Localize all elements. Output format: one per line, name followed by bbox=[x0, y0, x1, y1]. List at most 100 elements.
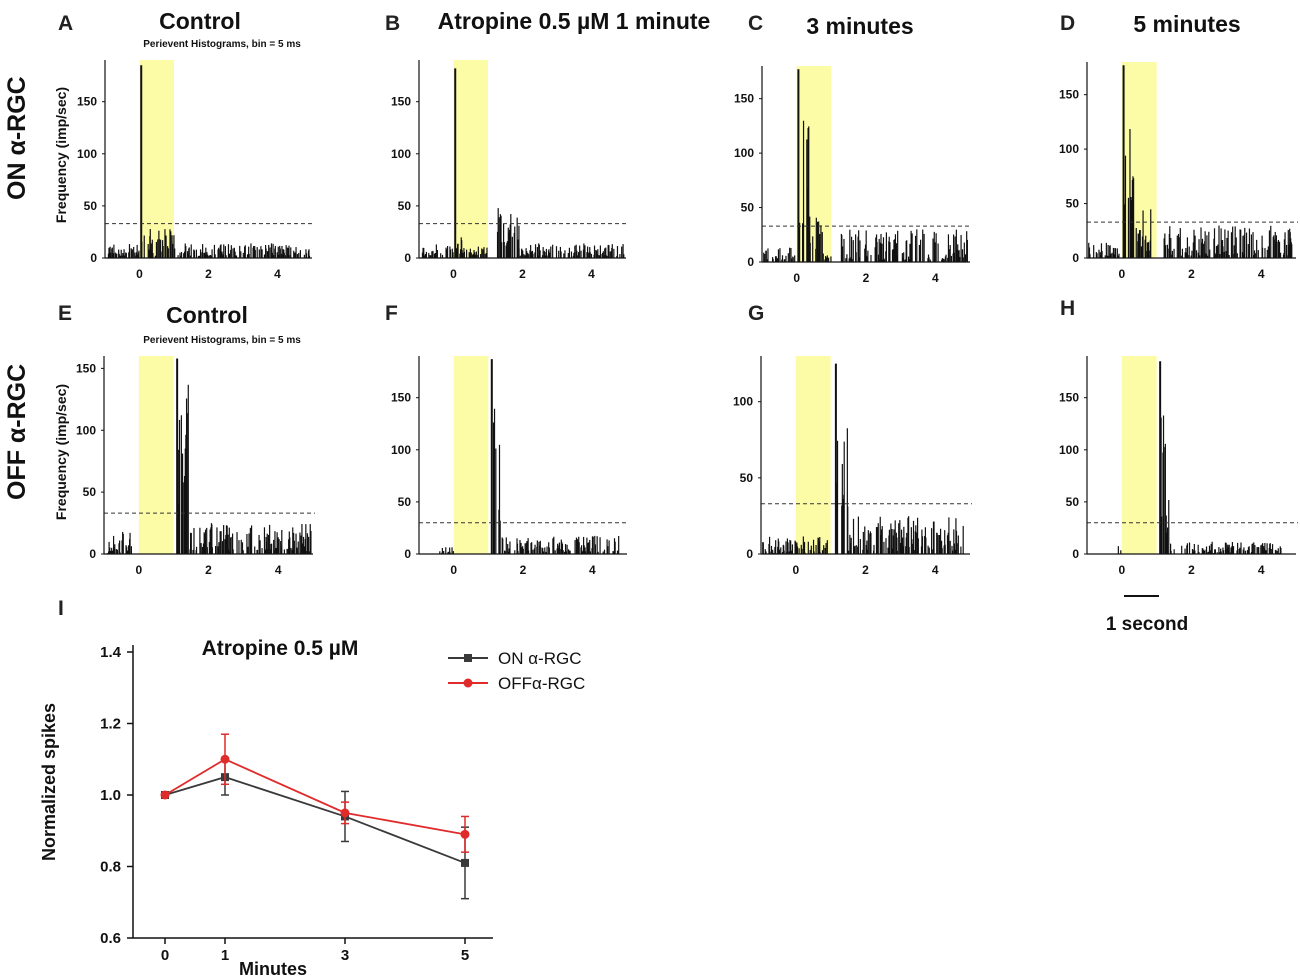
x-tick-label: 4 bbox=[588, 267, 595, 281]
panel-letter-g: G bbox=[748, 302, 764, 325]
panel-letter-d: D bbox=[1060, 12, 1075, 35]
y-tick-label: 150 bbox=[734, 92, 754, 106]
x-tick-label: 4 bbox=[589, 563, 596, 577]
x-tick-label: 2 bbox=[205, 563, 212, 577]
x-tick-label: 2 bbox=[1188, 267, 1195, 281]
panel-letter-f: F bbox=[385, 302, 398, 325]
y-tick-label: 100 bbox=[76, 423, 96, 437]
legend-marker-off bbox=[463, 678, 473, 688]
legend-label-off: OFFα-RGC bbox=[498, 674, 585, 693]
panel-a-subtitle: Perievent Histograms, bin = 5 ms bbox=[143, 39, 301, 50]
y-tick-label: 150 bbox=[76, 361, 96, 375]
stimulus-window-c bbox=[796, 66, 832, 262]
panel-i-x-tick-label: 0 bbox=[161, 947, 169, 964]
y-tick-label: 100 bbox=[734, 146, 754, 160]
stimulus-window-a bbox=[139, 60, 174, 258]
stimulus-window-e bbox=[138, 356, 174, 554]
data-point-on bbox=[461, 858, 469, 867]
y-tick-label: 50 bbox=[83, 485, 97, 499]
y-tick-label: 100 bbox=[77, 147, 97, 161]
x-tick-label: 2 bbox=[519, 267, 526, 281]
y-tick-label: 100 bbox=[391, 443, 411, 457]
stimulus-window-h bbox=[1121, 356, 1157, 554]
y-tick-label: 100 bbox=[391, 147, 411, 161]
y-tick-label: 100 bbox=[1059, 443, 1079, 457]
y-tick-label: 50 bbox=[84, 199, 98, 213]
y-tick-label: 150 bbox=[77, 95, 97, 109]
data-point-off bbox=[220, 754, 230, 764]
panel-i-ylabel: Normalized spikes bbox=[39, 703, 59, 861]
panel-i-y-tick-label: 0.8 bbox=[100, 859, 121, 876]
panel-i-x-tick-label: 3 bbox=[341, 947, 349, 964]
x-tick-label: 0 bbox=[450, 267, 457, 281]
x-tick-label: 4 bbox=[932, 563, 939, 577]
y-tick-label: 50 bbox=[1066, 197, 1080, 211]
y-tick-label: 50 bbox=[398, 199, 412, 213]
stimulus-window-f bbox=[453, 356, 489, 554]
y-tick-label: 0 bbox=[1072, 547, 1079, 561]
y-tick-label: 50 bbox=[740, 471, 754, 485]
data-point-off bbox=[460, 829, 470, 839]
panel-i-y-tick-label: 1.2 bbox=[100, 716, 121, 733]
y-tick-label: 50 bbox=[741, 201, 755, 215]
x-tick-label: 0 bbox=[450, 563, 457, 577]
y-tick-label: 100 bbox=[733, 395, 753, 409]
y-tick-label: 0 bbox=[89, 547, 96, 561]
legend: ON α-RGC OFFα-RGC bbox=[448, 649, 585, 693]
scale-bar-label: 1 second bbox=[1106, 614, 1188, 635]
row-label-on: ON α-RGC bbox=[3, 76, 31, 200]
panel-i-y-tick-label: 1.4 bbox=[100, 644, 122, 661]
x-tick-label: 0 bbox=[792, 563, 799, 577]
panel-d-title: 5 minutes bbox=[1133, 11, 1240, 37]
histogram-panel-a: 0 50 100 150 0 2 4 bbox=[77, 60, 314, 281]
panel-e-title: Control bbox=[166, 302, 248, 328]
histogram-panel-f: 0 50 100 150 0 2 4 bbox=[391, 356, 629, 577]
panel-i-y-tick-label: 0.6 bbox=[100, 930, 121, 947]
x-tick-label: 0 bbox=[135, 563, 142, 577]
y-tick-label: 50 bbox=[398, 495, 412, 509]
y-tick-label: 150 bbox=[1059, 88, 1079, 102]
line-chart-panel-i: Atropine 0.5 µM Normalized spikes Minute… bbox=[39, 637, 585, 979]
panel-letter-a: A bbox=[58, 12, 73, 35]
x-tick-label: 2 bbox=[205, 267, 212, 281]
panel-i-x-tick-label: 5 bbox=[461, 947, 469, 964]
row-label-off: OFF α-RGC bbox=[3, 364, 31, 500]
x-tick-label: 2 bbox=[863, 271, 870, 285]
series-line-on bbox=[164, 776, 466, 864]
legend-label-on: ON α-RGC bbox=[498, 649, 582, 668]
x-tick-label: 2 bbox=[862, 563, 869, 577]
panel-b-title: Atropine 0.5 µM 1 minute bbox=[438, 8, 711, 34]
y-tick-label: 150 bbox=[391, 391, 411, 405]
histogram-panel-e: 0 50 100 150 0 2 4 bbox=[76, 356, 315, 577]
panel-letter-e: E bbox=[58, 302, 72, 325]
x-tick-label: 0 bbox=[1118, 267, 1125, 281]
histogram-panel-h: 0 50 100 150 0 2 4 bbox=[1059, 356, 1298, 577]
x-tick-label: 4 bbox=[275, 563, 282, 577]
y-tick-label: 0 bbox=[747, 255, 754, 269]
x-tick-label: 4 bbox=[274, 267, 281, 281]
y-tick-label: 100 bbox=[1059, 142, 1079, 156]
y-tick-label: 150 bbox=[391, 95, 411, 109]
y-tick-label: 0 bbox=[404, 251, 411, 265]
panel-i-title: Atropine 0.5 µM bbox=[202, 637, 359, 660]
legend-marker-on bbox=[464, 654, 472, 662]
x-tick-label: 2 bbox=[1188, 563, 1195, 577]
x-tick-label: 0 bbox=[793, 271, 800, 285]
stimulus-window-b bbox=[453, 60, 488, 258]
y-tick-label: 0 bbox=[746, 547, 753, 561]
panel-i-x-tick-label: 1 bbox=[221, 947, 229, 964]
panel-c-title: 3 minutes bbox=[806, 13, 913, 39]
x-tick-label: 2 bbox=[520, 563, 527, 577]
series-line-off bbox=[164, 758, 466, 836]
panel-letter-b: B bbox=[385, 12, 400, 35]
x-tick-label: 0 bbox=[136, 267, 143, 281]
x-tick-label: 4 bbox=[932, 271, 939, 285]
ylabel-off-row: Frequency (imp/sec) bbox=[53, 384, 69, 520]
y-tick-label: 0 bbox=[404, 547, 411, 561]
panel-e-subtitle: Perievent Histograms, bin = 5 ms bbox=[143, 335, 301, 346]
x-tick-label: 0 bbox=[1118, 563, 1125, 577]
x-tick-label: 4 bbox=[1258, 563, 1265, 577]
data-point-off bbox=[160, 790, 170, 800]
panel-letter-i: I bbox=[58, 597, 64, 620]
panel-i-y-tick-label: 1.0 bbox=[100, 787, 121, 804]
